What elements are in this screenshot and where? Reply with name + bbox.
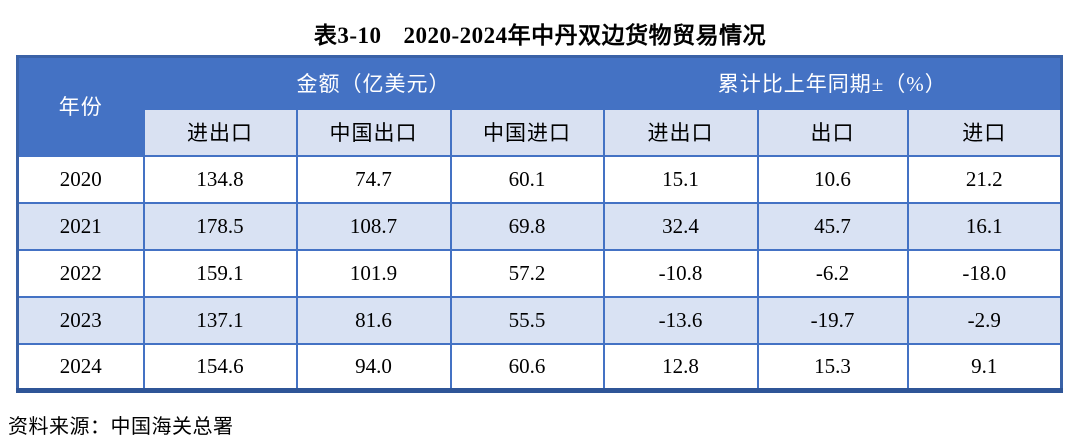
value-cell: -19.7 xyxy=(756,295,909,345)
value-cell: 60.1 xyxy=(449,154,605,204)
value-cell: -6.2 xyxy=(756,248,909,298)
value-cell: 74.7 xyxy=(295,154,452,204)
col-header-amount-import: 中国进口 xyxy=(449,107,605,157)
value-cell: 159.1 xyxy=(142,248,298,298)
value-cell: 12.8 xyxy=(602,342,759,392)
year-cell: 2024 xyxy=(16,342,145,392)
year-cell: 2022 xyxy=(16,248,145,298)
value-cell: 15.3 xyxy=(756,342,909,392)
value-cell: -10.8 xyxy=(602,248,759,298)
value-cell: 9.1 xyxy=(906,342,1063,392)
table-number: 表3-10 xyxy=(313,23,382,48)
table-title-text: 2020-2024年中丹双边货物贸易情况 xyxy=(403,23,767,48)
col-group-change: 累计比上年同期±（%） xyxy=(602,55,1063,110)
year-cell: 2023 xyxy=(16,295,145,345)
value-cell: 154.6 xyxy=(142,342,298,392)
year-cell: 2021 xyxy=(16,201,145,251)
value-cell: 57.2 xyxy=(449,248,605,298)
value-cell: 69.8 xyxy=(449,201,605,251)
trade-table: 年份 金额（亿美元） 累计比上年同期±（%） 进出口 中国出口 中国进口 进出口… xyxy=(16,55,1064,393)
value-cell: 10.6 xyxy=(756,154,909,204)
col-header-change-export: 出口 xyxy=(756,107,909,157)
value-cell: 108.7 xyxy=(295,201,452,251)
value-cell: 134.8 xyxy=(142,154,298,204)
value-cell: 81.6 xyxy=(295,295,452,345)
value-cell: 15.1 xyxy=(602,154,759,204)
value-cell: 60.6 xyxy=(449,342,605,392)
table-row-2024: 2024 154.6 94.0 60.6 12.8 15.3 9.1 xyxy=(16,342,1063,392)
value-cell: -13.6 xyxy=(602,295,759,345)
value-cell: 21.2 xyxy=(906,154,1063,204)
col-group-amount: 金额（亿美元） xyxy=(142,55,605,110)
table-row-2021: 2021 178.5 108.7 69.8 32.4 45.7 16.1 xyxy=(16,201,1063,251)
value-cell: 178.5 xyxy=(142,201,298,251)
value-cell: 94.0 xyxy=(295,342,452,392)
value-cell: 32.4 xyxy=(602,201,759,251)
value-cell: 101.9 xyxy=(295,248,452,298)
value-cell: -18.0 xyxy=(906,248,1063,298)
col-header-change-import: 进口 xyxy=(906,107,1063,157)
col-header-change-total: 进出口 xyxy=(602,107,759,157)
col-header-amount-total: 进出口 xyxy=(142,107,298,157)
table-row-2023: 2023 137.1 81.6 55.5 -13.6 -19.7 -2.9 xyxy=(16,295,1063,345)
value-cell: 45.7 xyxy=(756,201,909,251)
value-cell: 55.5 xyxy=(449,295,605,345)
year-cell: 2020 xyxy=(16,154,145,204)
table-row-2020: 2020 134.8 74.7 60.1 15.1 10.6 21.2 xyxy=(16,154,1063,204)
table-row-2022: 2022 159.1 101.9 57.2 -10.8 -6.2 -18.0 xyxy=(16,248,1063,298)
value-cell: 16.1 xyxy=(906,201,1063,251)
source-note: 资料来源：中国海关总署 xyxy=(8,416,234,438)
table-title: 表3-10 2020-2024年中丹双边货物贸易情况 xyxy=(0,16,1080,50)
col-header-amount-export: 中国出口 xyxy=(295,107,452,157)
value-cell: -2.9 xyxy=(906,295,1063,345)
col-header-year: 年份 xyxy=(16,55,145,157)
value-cell: 137.1 xyxy=(142,295,298,345)
